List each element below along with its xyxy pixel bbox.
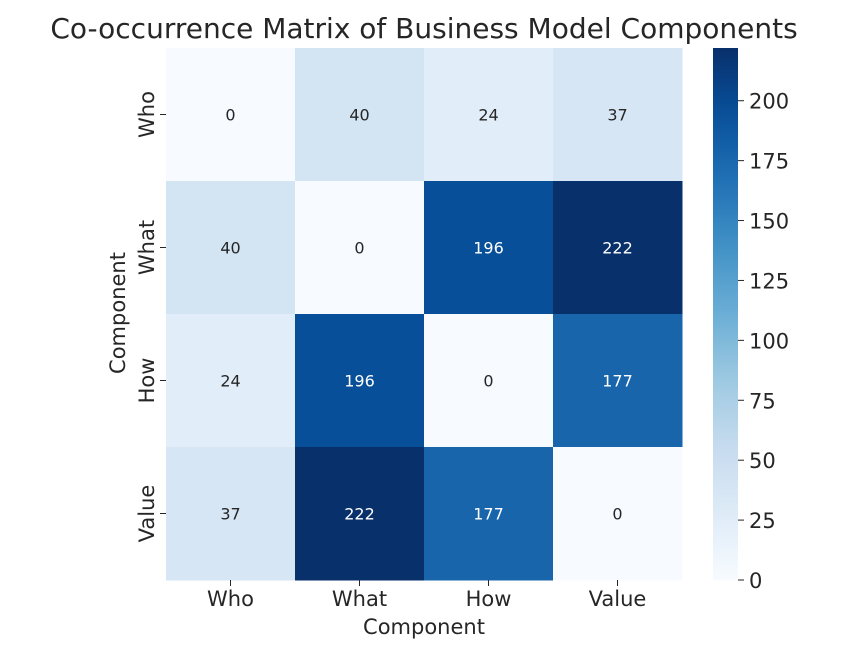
colorbar-tick-label: 75 — [749, 389, 776, 413]
cell-value-label: 177 — [473, 505, 504, 524]
colorbar-tick-label: 0 — [749, 569, 762, 593]
heatmap-cell — [424, 181, 554, 315]
x-tick-label: What — [332, 587, 387, 611]
x-tick-label: How — [466, 587, 512, 611]
y-tick-label: What — [135, 220, 159, 275]
x-tick-label: Who — [207, 587, 254, 611]
heatmap-cell — [166, 181, 296, 315]
heatmap-cell — [553, 314, 683, 448]
cell-value-label: 0 — [354, 239, 364, 258]
cell-value-label: 0 — [483, 372, 493, 391]
heatmap-cell — [553, 447, 683, 581]
heatmap-cell — [295, 181, 425, 315]
cell-value-label: 196 — [344, 372, 375, 391]
heatmap-cell — [553, 181, 683, 315]
y-tick-label: How — [135, 358, 159, 404]
colorbar-tick-label: 200 — [749, 90, 789, 114]
colorbar-tick-label: 25 — [749, 509, 776, 533]
cell-value-label: 24 — [478, 106, 498, 125]
heatmap-cell — [166, 48, 296, 182]
colorbar-gradient — [713, 48, 738, 580]
y-tick-label: Value — [135, 485, 159, 543]
cell-value-label: 196 — [473, 239, 504, 258]
heatmap-cell — [424, 314, 554, 448]
colorbar-tick-label: 150 — [749, 210, 789, 234]
cell-value-label: 40 — [220, 239, 240, 258]
heatmap-cell — [424, 447, 554, 581]
cell-value-label: 37 — [220, 505, 240, 524]
colorbar-tick-label: 175 — [749, 150, 789, 174]
cell-value-label: 0 — [612, 505, 622, 524]
heatmap-cell — [166, 447, 296, 581]
heatmap-cell — [166, 314, 296, 448]
y-axis-label: Component — [106, 252, 130, 374]
x-tick-label: Value — [589, 587, 647, 611]
colorbar-tick-label: 100 — [749, 329, 789, 353]
colorbar-tick-label: 125 — [749, 269, 789, 293]
y-tick-label: Who — [135, 91, 159, 138]
heatmap-cell — [295, 447, 425, 581]
heatmap-cell — [295, 314, 425, 448]
y-axis: Who What How Value — [135, 91, 166, 542]
x-axis: Who What How Value — [207, 580, 646, 611]
x-axis-label: Component — [363, 615, 485, 639]
heatmap-cell — [295, 48, 425, 182]
cell-value-label: 37 — [607, 106, 627, 125]
heatmap-cells: 0 40 24 37 40 0 196 222 24 196 0 177 37 222 177 0 — [166, 48, 683, 581]
cell-value-label: 24 — [220, 372, 240, 391]
colorbar-tick-label: 50 — [749, 449, 776, 473]
colorbar: 0 25 50 75 100 125 150 175 200 — [713, 48, 789, 593]
cell-value-label: 40 — [349, 106, 369, 125]
cell-value-label: 0 — [225, 106, 235, 125]
heatmap-cell — [424, 48, 554, 182]
chart-title: Co-occurrence Matrix of Business Model C… — [50, 12, 797, 45]
cell-value-label: 222 — [344, 505, 375, 524]
cell-value-label: 222 — [602, 239, 633, 258]
cell-value-label: 177 — [602, 372, 633, 391]
heatmap-cell — [553, 48, 683, 182]
